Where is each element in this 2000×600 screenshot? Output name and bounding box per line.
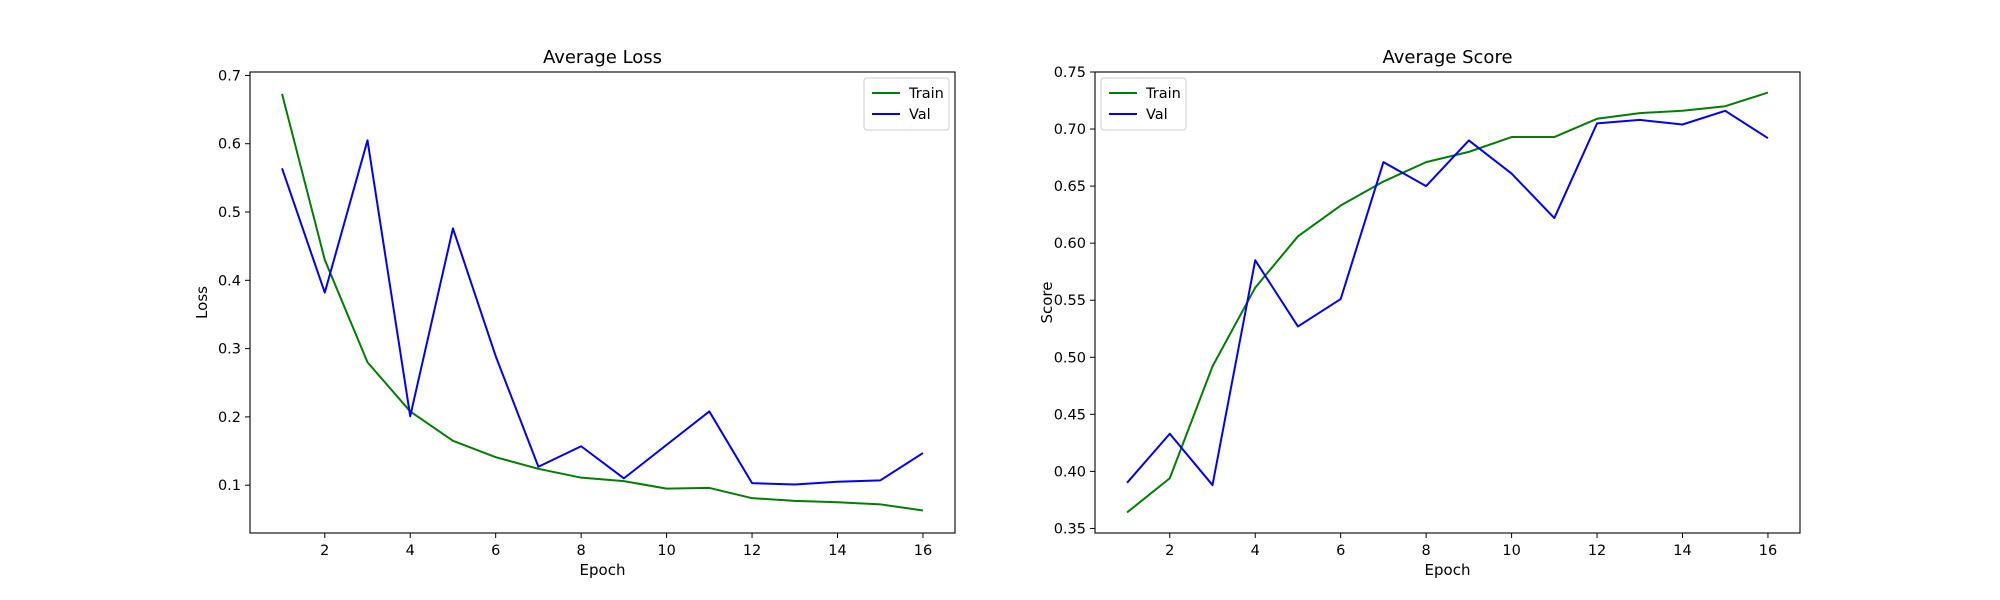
chart-2-y-tick-label: 0.35 [1054, 521, 1086, 537]
chart-1-x-tick-label: 4 [406, 543, 415, 559]
chart-1-legend-box [863, 77, 950, 131]
chart-2-y-tick-label: 0.45 [1054, 407, 1086, 423]
chart-2-x-tick-label: 6 [1336, 543, 1345, 559]
chart-1-series-val-line [281, 139, 924, 486]
chart-2-legend-label-val: Val [1146, 107, 1168, 123]
chart-1-title: Average Loss [543, 47, 662, 68]
chart-2-legend: Train Val [1100, 77, 1187, 131]
chart-2-y-tick-label: 0.55 [1054, 293, 1086, 309]
chart-2-x-tick-label: 14 [1673, 543, 1691, 559]
chart-2-y-tick-label: 0.70 [1054, 122, 1086, 138]
chart-1-legend-label-train: Train [908, 86, 944, 102]
chart-2-x-tick-label: 4 [1251, 543, 1260, 559]
chart-1-x-tick-label: 10 [657, 543, 675, 559]
chart-2-y-tick-label: 0.65 [1054, 179, 1086, 195]
chart-1-y-tick-label: 0.4 [218, 273, 241, 289]
chart-2-x-tick-label: 8 [1422, 543, 1431, 559]
chart-1-x-tick-label: 8 [577, 543, 586, 559]
chart-1-plot-frame [249, 71, 956, 534]
chart-1: 2 4 6 8 10 12 14 16 0.1 0.2 0.3 0.4 0.5 0.6 0.7 Average… [193, 47, 956, 579]
chart-1-y-axis-label: Loss [193, 286, 211, 319]
chart-1-x-tick-label: 14 [828, 543, 846, 559]
chart-1-y-tick-label: 0.1 [218, 478, 241, 494]
chart-2-x-tick-label: 16 [1759, 543, 1777, 559]
chart-1-y-tick-label: 0.7 [218, 68, 241, 84]
chart-2-series-val-line [1126, 109, 1769, 487]
chart-1-x-tick-label: 6 [491, 543, 500, 559]
chart-1-x-axis-label: Epoch [580, 561, 626, 579]
chart-2-y-tick-label: 0.60 [1054, 236, 1086, 252]
chart-2-x-axis-label: Epoch [1425, 561, 1471, 579]
chart-1-legend-label-val: Val [909, 107, 931, 123]
chart-1-y-tick-label: 0.3 [218, 342, 241, 358]
chart-2-series-train-line [1126, 91, 1769, 514]
chart-1-x-tick-label: 2 [320, 543, 329, 559]
chart-1-series-train-line [281, 93, 924, 512]
chart-2-legend-box [1100, 77, 1187, 131]
chart-2-legend-label-train: Train [1145, 86, 1181, 102]
chart-1-x-tick-label: 16 [914, 543, 932, 559]
chart-2-y-tick-label: 0.40 [1054, 464, 1086, 480]
chart-1-y-tick-label: 0.2 [218, 410, 241, 426]
chart-2-y-tick-label: 0.50 [1054, 350, 1086, 366]
chart-2-x-tick-label: 12 [1588, 543, 1606, 559]
chart-1-y-tick-label: 0.5 [218, 205, 241, 221]
chart-1-y-tick-label: 0.6 [218, 137, 241, 153]
chart-2-y-axis-label: Score [1038, 281, 1056, 323]
chart-1-x-tick-label: 12 [743, 543, 761, 559]
chart-2-x-tick-label: 10 [1502, 543, 1520, 559]
chart-1-legend: Train Val [863, 77, 950, 131]
chart-2-title: Average Score [1382, 47, 1512, 68]
chart-2: 2 4 6 8 10 12 14 16 0.35 0.40 0.45 0.50 0.55 0.60 0.65… [1038, 47, 1801, 579]
chart-2-y-tick-label: 0.75 [1054, 65, 1086, 81]
chart-2-plot-frame [1094, 71, 1801, 534]
chart-2-x-tick-label: 2 [1165, 543, 1174, 559]
